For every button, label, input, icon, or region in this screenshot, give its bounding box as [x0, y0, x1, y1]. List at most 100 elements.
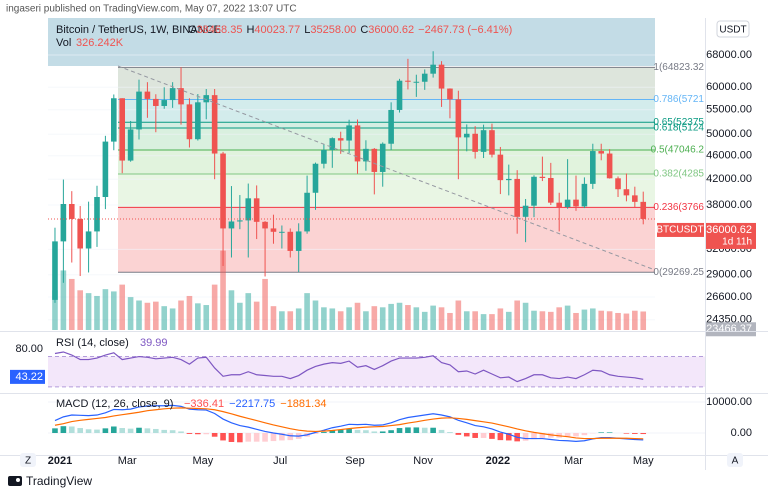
zoom-text[interactable]: Z	[25, 456, 31, 467]
volume-bar	[413, 307, 420, 330]
candle-body	[245, 198, 252, 221]
footer: TradingView	[26, 474, 92, 488]
candle-body	[304, 192, 310, 232]
ohlc-legend: O38468.35 H40023.77 L35258.00 C36000.62 −246…	[188, 24, 512, 36]
volume-bar	[547, 311, 554, 330]
ohlc-key: C	[360, 24, 368, 36]
volume-bar	[405, 305, 411, 330]
volume-bar	[245, 293, 252, 330]
histogram-bar	[127, 428, 134, 433]
histogram-bar	[321, 432, 327, 433]
volume-bar	[195, 303, 201, 330]
histogram-bar	[405, 427, 411, 433]
volume-bar	[514, 300, 520, 330]
volume-value: 326.242K	[76, 37, 124, 49]
zoom-button[interactable]	[20, 453, 36, 467]
volume-bar	[220, 250, 226, 330]
macd-title: MACD (12, 26, close, 9)	[56, 398, 173, 410]
currency-text[interactable]: USDT	[719, 25, 746, 36]
candle-body	[228, 221, 235, 229]
candle-body	[371, 148, 378, 172]
overlay: 1(64823.32 0.786(5721 0.65(523750.618(5124…	[10, 24, 756, 467]
candle-body	[237, 220, 243, 222]
histogram-bar	[505, 432, 512, 441]
rsi-value: 39.99	[140, 337, 168, 349]
candle-body	[581, 183, 588, 207]
volume-bar	[262, 278, 268, 330]
histogram-bar	[539, 432, 546, 438]
candle-body	[430, 64, 436, 74]
histogram-bar	[447, 432, 453, 433]
volume-bar	[237, 302, 243, 330]
histogram-bar	[363, 430, 369, 433]
volume-bar	[438, 307, 445, 330]
histogram-bar	[632, 432, 638, 434]
candle-body	[363, 148, 369, 162]
histogram-bar	[396, 428, 403, 433]
volume-bar	[379, 307, 386, 330]
rsi-pane	[48, 351, 705, 388]
candle-body	[111, 98, 117, 142]
top-band	[48, 18, 655, 66]
volume-bar	[321, 307, 327, 330]
header: ingaseri published on TradingView.com, M…	[6, 4, 297, 15]
price-pane	[48, 51, 655, 330]
histogram-bar	[220, 432, 226, 441]
histogram-bar	[169, 430, 176, 433]
volume-bar	[144, 302, 151, 330]
candle-body	[447, 88, 453, 100]
ohlc-value: 35258.00	[310, 24, 356, 36]
volume-bar	[505, 311, 512, 330]
histogram-bar	[60, 426, 67, 433]
volume-bar	[270, 306, 277, 330]
logo	[8, 476, 22, 486]
macd-line	[54, 404, 644, 442]
candle-body	[203, 95, 210, 103]
candle-body	[85, 231, 92, 249]
candle-body	[127, 129, 134, 161]
candle-body	[136, 91, 142, 130]
auto-button[interactable]	[727, 453, 743, 467]
macd-legend-value: −336.41	[184, 398, 224, 410]
volume-bar	[161, 306, 168, 330]
candle-body	[497, 154, 504, 181]
auto-text[interactable]: A	[732, 456, 739, 467]
y-tick-label: 68000.00	[706, 49, 752, 61]
candle-body	[253, 198, 260, 222]
volume-bar	[203, 305, 210, 330]
fib-band	[118, 122, 655, 128]
volume-bar	[85, 293, 92, 330]
fib-band	[118, 67, 655, 100]
candle-body	[514, 178, 520, 217]
change: −2467.73 (−6.41%)	[418, 24, 512, 36]
fib-label: 0.65(52375	[653, 117, 704, 128]
rsi-marker-box	[10, 369, 45, 384]
y-tick-label: 60000.00	[706, 81, 752, 93]
volume-bar	[178, 300, 184, 330]
volume-bar	[598, 310, 605, 330]
x-tick-label: May	[633, 455, 654, 467]
histogram-bar	[455, 432, 462, 435]
ohlc-value: 40023.77	[254, 24, 300, 36]
macd-tick-label: 0.00	[731, 427, 752, 439]
fib-band	[118, 149, 655, 175]
volume-bar	[153, 301, 159, 330]
volume-bar	[640, 311, 647, 330]
y-tick-label: 29000.00	[706, 269, 752, 281]
volume-bar	[136, 300, 142, 330]
volume-bar	[346, 307, 352, 330]
volume-bar	[169, 308, 176, 330]
histogram-bar	[606, 432, 613, 433]
histogram-bar	[564, 432, 571, 438]
ohlc-key: H	[246, 24, 254, 36]
volume-bar	[581, 309, 588, 330]
volume-bar	[463, 311, 470, 330]
candle-body	[632, 195, 638, 202]
candle-body	[220, 153, 226, 229]
volume-bar	[211, 284, 218, 330]
currency-button[interactable]	[716, 20, 750, 38]
fib-label: 1(64823.32	[653, 62, 704, 73]
candle-body	[169, 88, 176, 101]
histogram-bar	[102, 428, 109, 433]
volume-bar	[186, 295, 193, 330]
